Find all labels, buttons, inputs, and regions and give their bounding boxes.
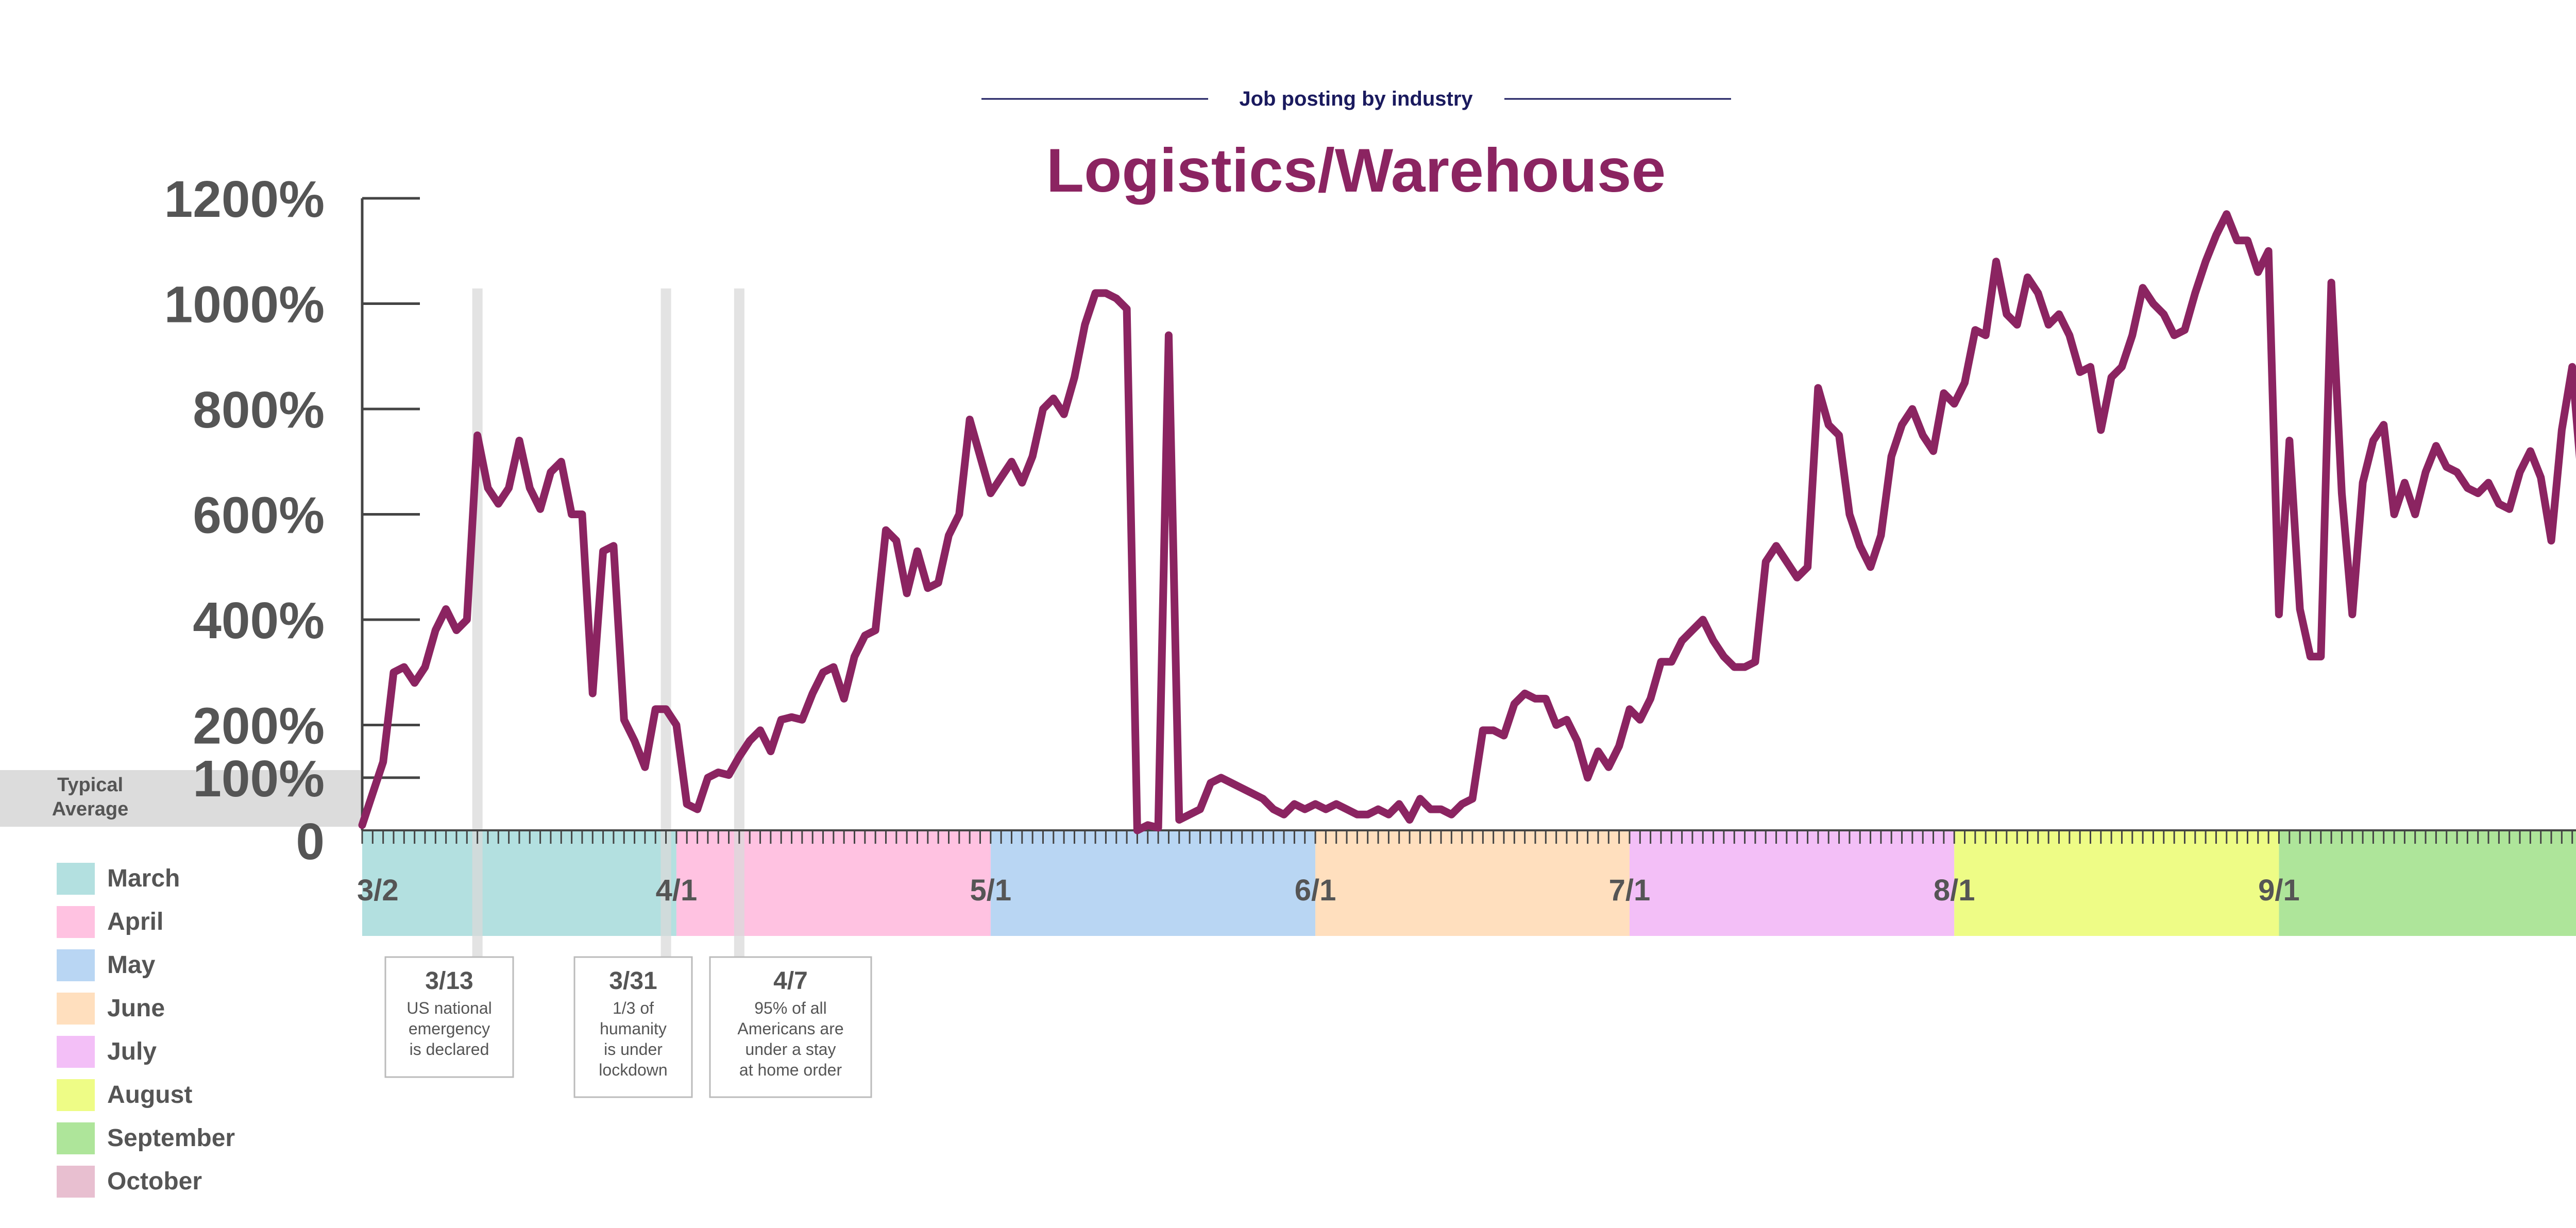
annotation-date: 4/7 — [773, 967, 808, 995]
legend-swatch-may — [57, 949, 95, 981]
x-axis-day-ticks — [361, 830, 2573, 844]
legend-swatch-august — [57, 1079, 95, 1111]
legend-swatch-september — [57, 1122, 95, 1154]
month-band-september — [2279, 830, 2576, 936]
legend-label-april: April — [107, 908, 163, 935]
legend-label-june: June — [107, 995, 165, 1022]
legend-label-may: May — [107, 951, 156, 979]
annotation-text-line: is under — [604, 1040, 663, 1059]
month-bands — [362, 830, 2576, 936]
y-tick-label-100: 100% — [193, 750, 325, 808]
x-tick-label-9/1: 9/1 — [2258, 874, 2300, 907]
annotation-text: 95% of all Americans are under a stay at ho… — [737, 999, 843, 1079]
x-tick-label-8/1: 8/1 — [1934, 874, 1975, 907]
annotation-text-line: at home order — [739, 1061, 842, 1079]
annotation-text-line: 95% of all — [754, 999, 827, 1017]
annotation-text: US national emergency is declared — [406, 999, 492, 1059]
x-axis-labels: 3/24/15/16/17/18/19/110/5 — [357, 874, 2300, 907]
legend: March April May June July August September Octo… — [57, 863, 235, 1198]
annotation-text-line: under a stay — [745, 1040, 836, 1059]
legend-label-september: September — [107, 1124, 235, 1152]
chart-kicker: Job posting by industry — [1239, 88, 1473, 110]
annotation-text-line: emergency — [409, 1019, 490, 1038]
month-band-june — [1315, 830, 1630, 936]
typical-average-label-line1: Typical — [57, 774, 123, 796]
legend-swatch-july — [57, 1036, 95, 1068]
y-tick-label-400: 400% — [193, 592, 325, 650]
series-line — [358, 210, 2576, 834]
annotations: 3/13 US national emergency is declared 3/31 1… — [384, 956, 872, 1098]
legend-label-october: October — [107, 1168, 202, 1195]
legend-swatch-march — [57, 863, 95, 895]
x-tick-label-5/1: 5/1 — [970, 874, 1011, 907]
annotation-bar-1 — [660, 288, 671, 961]
annotation-text: 1/3 of humanity is under lockdown — [599, 999, 667, 1079]
legend-label-august: August — [107, 1081, 192, 1108]
y-tick-label-1000: 1000% — [164, 276, 325, 334]
x-tick-label-3/2: 3/2 — [357, 874, 399, 907]
annotation-text-line: Americans are — [737, 1019, 843, 1038]
annotation-0: 3/13 US national emergency is declared — [384, 956, 514, 1078]
typical-average-band — [0, 770, 361, 827]
annotation-bar-2 — [734, 288, 744, 961]
annotation-text-line: is declared — [410, 1040, 489, 1059]
y-zero-label: 0 — [296, 813, 325, 871]
legend-label-july: July — [107, 1038, 157, 1065]
annotation-2: 4/7 95% of all Americans are under a stay at… — [709, 956, 872, 1098]
x-tick-label-4/1: 4/1 — [656, 874, 698, 907]
annotation-box — [384, 956, 514, 1078]
month-band-august — [1954, 830, 2279, 936]
annotation-text-line: humanity — [600, 1019, 667, 1038]
legend-label-march: March — [107, 865, 180, 892]
annotation-date: 3/31 — [609, 967, 657, 995]
month-band-april — [676, 830, 991, 936]
chart-title: Logistics/Warehouse — [1046, 136, 1666, 205]
y-tick-label-1200: 1200% — [164, 170, 325, 228]
annotation-bar-0 — [472, 288, 483, 961]
month-band-march — [362, 830, 676, 936]
y-axis-ticks: 100%200% 400% 600% 800% 1000% 1200% — [164, 170, 420, 808]
x-tick-label-6/1: 6/1 — [1295, 874, 1336, 907]
annotation-1: 3/31 1/3 of humanity is under lockdown — [573, 956, 693, 1098]
y-tick-label-600: 600% — [193, 487, 325, 544]
annotation-box — [709, 956, 872, 1098]
month-band-may — [990, 830, 1316, 936]
month-band-july — [1629, 830, 1955, 936]
typical-average-label-line2: Average — [52, 798, 129, 820]
annotation-box — [573, 956, 693, 1098]
annotation-date: 3/13 — [425, 967, 473, 995]
annotation-text-line: 1/3 of — [613, 999, 654, 1017]
legend-swatch-october — [57, 1166, 95, 1198]
y-tick-label-200: 200% — [193, 697, 325, 755]
y-tick-label-800: 800% — [193, 381, 325, 439]
legend-swatch-april — [57, 906, 95, 938]
annotation-text-line: US national — [406, 999, 492, 1017]
annotation-text-line: lockdown — [599, 1061, 667, 1079]
legend-swatch-june — [57, 993, 95, 1025]
x-tick-label-7/1: 7/1 — [1609, 874, 1651, 907]
